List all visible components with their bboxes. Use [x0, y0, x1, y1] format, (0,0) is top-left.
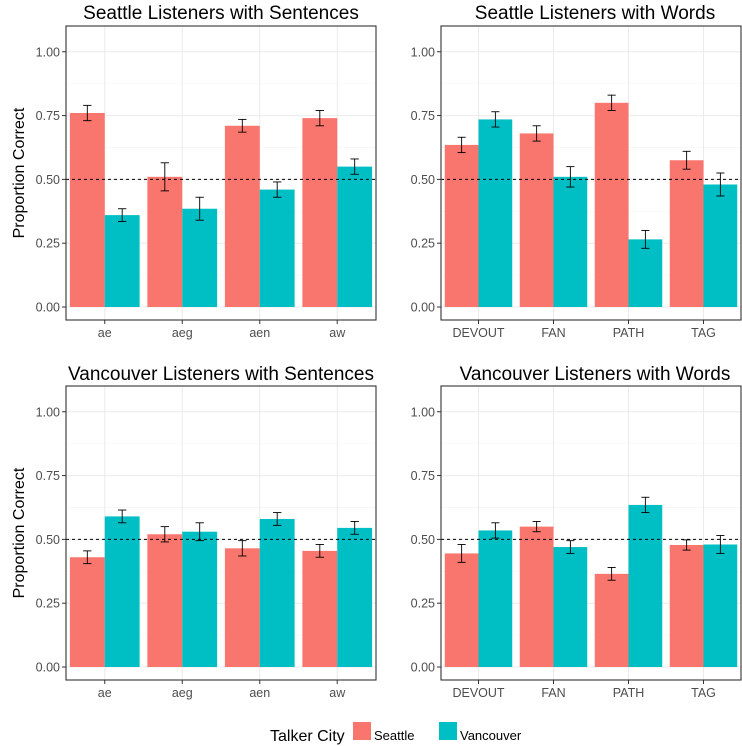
y-tick-label: 0.50 — [411, 173, 435, 187]
x-tick-label: aeg — [172, 326, 193, 340]
panel-4: 0.00 0.25 0.50 0.75 1.00 DEVOUT FAN PATH TAG Vanc… — [411, 364, 742, 700]
legend-title: Talker City — [270, 728, 345, 745]
legend-key-vancouver — [439, 722, 457, 740]
bar-seattle — [594, 573, 629, 667]
bar-seattle — [69, 557, 105, 667]
x-tick-label: ae — [98, 326, 112, 340]
y-tick-label: 0.75 — [36, 469, 60, 483]
bar-seattle — [147, 534, 183, 667]
bar-seattle — [302, 550, 338, 667]
panel-title: Seattle Listeners with Words — [475, 3, 715, 24]
y-tick-label: 0.50 — [36, 173, 60, 187]
bar-seattle — [69, 113, 105, 308]
legend-label-seattle: Seattle — [374, 728, 414, 743]
bar-vancouver — [182, 531, 218, 667]
bar-vancouver — [337, 527, 373, 667]
y-tick-label: 0.25 — [36, 597, 60, 611]
bar-vancouver — [628, 239, 663, 307]
bar-vancouver — [703, 184, 738, 307]
y-tick-label: 0.75 — [411, 469, 435, 483]
panel-border — [440, 25, 742, 321]
bar-seattle — [224, 548, 260, 667]
bar-vancouver — [703, 544, 738, 667]
bar-vancouver — [553, 547, 588, 667]
bar-vancouver — [553, 176, 588, 307]
panel-2: 0.00 0.25 0.50 0.75 1.00 DEVOUT FAN PATH TAG Seat… — [411, 3, 742, 340]
panel-3: 0.00 0.25 0.50 0.75 1.00 ae aeg aen aw Vancouver … — [11, 364, 377, 700]
bar-seattle — [224, 125, 260, 308]
panel-border — [65, 385, 377, 681]
x-tick-label: aen — [249, 326, 270, 340]
y-tick-label: 0.00 — [411, 301, 435, 315]
y-tick-label: 0.00 — [411, 661, 435, 675]
bar-vancouver — [628, 504, 663, 667]
bar-seattle — [302, 118, 338, 307]
panel-1: 0.00 0.25 0.50 0.75 1.00 ae aeg aen aw Seattle Li… — [11, 3, 377, 340]
bar-vancouver — [182, 208, 218, 307]
panel-border — [65, 25, 377, 321]
bar-seattle — [594, 102, 629, 307]
bar-vancouver — [337, 166, 373, 307]
bar-vancouver — [104, 215, 140, 307]
y-tick-label: 1.00 — [411, 405, 435, 419]
panel-title: Vancouver Listeners with Words — [460, 364, 731, 385]
x-tick-label: DEVOUT — [452, 686, 504, 700]
bar-vancouver — [478, 119, 513, 308]
bar-seattle — [444, 144, 479, 307]
y-tick-label: 1.00 — [411, 45, 435, 59]
legend-label-vancouver: Vancouver — [460, 728, 522, 743]
bar-vancouver — [259, 518, 295, 667]
x-tick-label: aeg — [172, 686, 193, 700]
bar-seattle — [444, 553, 479, 667]
bar-seattle — [669, 544, 704, 667]
bar-seattle — [669, 160, 704, 307]
x-tick-label: TAG — [691, 326, 716, 340]
x-tick-label: FAN — [541, 326, 565, 340]
y-tick-label: 0.00 — [36, 301, 60, 315]
legend: Talker City Seattle Vancouver — [270, 722, 522, 745]
x-tick-label: DEVOUT — [452, 326, 504, 340]
y-tick-label: 0.25 — [36, 237, 60, 251]
bar-seattle — [147, 176, 183, 307]
panel-title: Vancouver Listeners with Sentences — [68, 364, 374, 385]
y-axis-title: Proportion Correct — [11, 467, 28, 598]
y-tick-label: 0.75 — [36, 109, 60, 123]
x-tick-label: aw — [329, 686, 346, 700]
panel-title: Seattle Listeners with Sentences — [83, 3, 359, 24]
panel-border — [440, 385, 742, 681]
y-tick-label: 0.00 — [36, 661, 60, 675]
y-tick-label: 0.25 — [411, 237, 435, 251]
x-tick-label: FAN — [541, 686, 565, 700]
x-tick-label: ae — [98, 686, 112, 700]
legend-key-seattle — [353, 722, 371, 740]
x-tick-label: aen — [249, 686, 270, 700]
y-tick-label: 0.50 — [36, 533, 60, 547]
bar-vancouver — [104, 516, 140, 667]
y-tick-label: 0.75 — [411, 109, 435, 123]
y-tick-label: 1.00 — [36, 45, 60, 59]
x-tick-label: PATH — [613, 326, 644, 340]
bar-vancouver — [478, 530, 513, 667]
x-tick-label: TAG — [691, 686, 716, 700]
x-tick-label: aw — [329, 326, 346, 340]
x-tick-label: PATH — [613, 686, 644, 700]
y-tick-label: 0.50 — [411, 533, 435, 547]
bar-seattle — [519, 133, 554, 307]
y-axis-title: Proportion Correct — [11, 107, 28, 238]
bar-seattle — [519, 526, 554, 667]
bar-vancouver — [259, 189, 295, 307]
y-tick-label: 1.00 — [36, 405, 60, 419]
y-tick-label: 0.25 — [411, 597, 435, 611]
